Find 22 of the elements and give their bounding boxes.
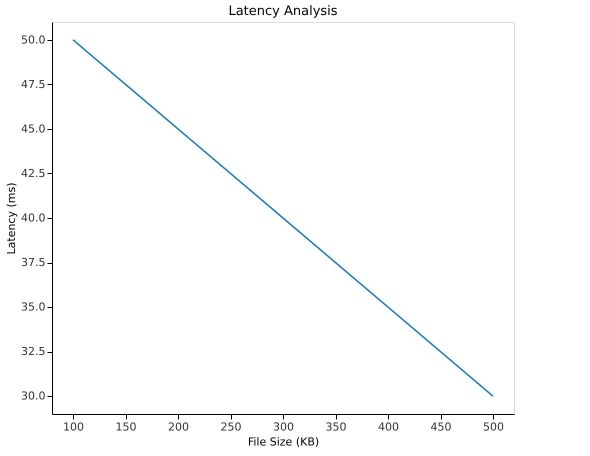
x-axis-title: File Size (KB)	[248, 436, 320, 448]
y-tick-label: 32.5	[21, 345, 46, 358]
y-tick-label: 45.0	[21, 122, 46, 136]
y-tick-label: 30.0	[21, 390, 46, 403]
y-tick-label: 42.5	[21, 166, 46, 180]
x-tick-label: 400	[378, 420, 399, 434]
x-tick-label: 200	[168, 420, 189, 434]
y-tick-label: 37.5	[21, 256, 46, 270]
y-tick-label: 40.0	[21, 212, 46, 224]
x-tick-label: 250	[220, 420, 242, 434]
y-axis-title: Latency (ms)	[5, 182, 18, 255]
y-tick-label: 50.0	[21, 33, 46, 46]
x-tick-label: 450	[430, 420, 452, 434]
x-tick-label: 500	[483, 420, 504, 434]
line-series	[72, 39, 494, 397]
y-tick-label: 47.5	[21, 78, 46, 91]
x-tick-label: 150	[116, 420, 136, 434]
y-tick-label: 35.0	[21, 300, 46, 314]
x-tick-label: 350	[326, 420, 346, 434]
x-tick-label: 300	[273, 420, 294, 434]
chart-title: Latency Analysis	[228, 4, 338, 19]
x-tick-label: 100	[63, 420, 84, 434]
